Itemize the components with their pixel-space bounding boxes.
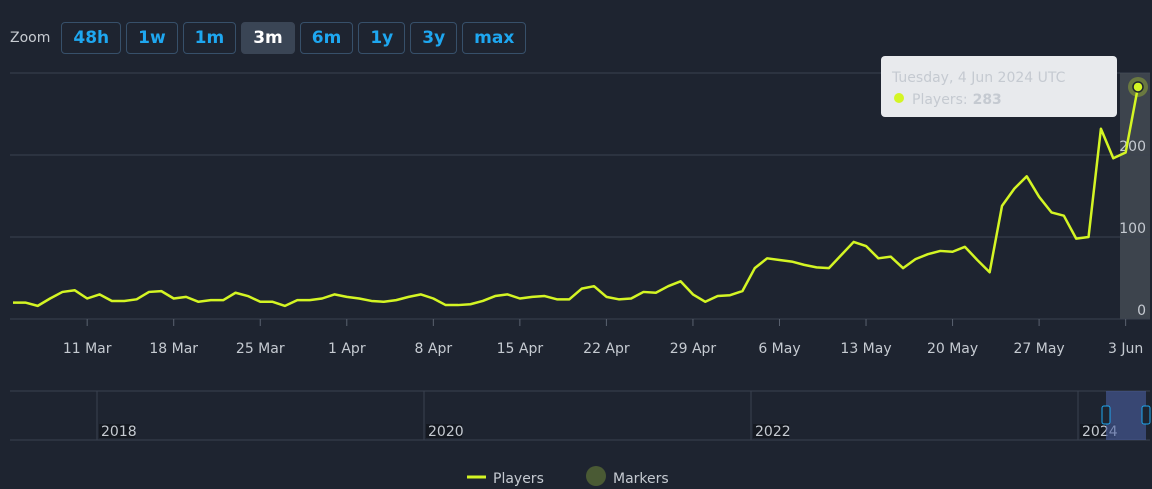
- legend-label: Markers: [613, 471, 669, 487]
- x-tick-label: 11 Mar: [63, 341, 112, 357]
- zoom-button[interactable]: 1y: [358, 22, 406, 54]
- zoom-button[interactable]: 1w: [126, 22, 178, 54]
- navigator-year: 2022: [755, 424, 791, 440]
- zoom-button[interactable]: 3y: [410, 22, 458, 54]
- x-tick-label: 22 Apr: [583, 341, 630, 357]
- zoom-button[interactable]: 3m: [241, 22, 295, 54]
- x-tick-label: 13 May: [840, 341, 891, 357]
- navigator-year-bg: [99, 424, 135, 438]
- x-tick-label: 18 Mar: [149, 341, 198, 357]
- legend-label: Players: [493, 471, 544, 487]
- navigator-year-bg: [753, 424, 789, 438]
- y-tick-label: 0: [1137, 303, 1146, 319]
- x-tick-label: 1 Apr: [328, 341, 366, 357]
- hover-point: [1132, 81, 1144, 93]
- x-tick-label: 3 Jun: [1108, 341, 1143, 357]
- navigator-year: 2018: [101, 424, 137, 440]
- zoom-button[interactable]: max: [462, 22, 527, 54]
- navigator-year-bg: [426, 424, 462, 438]
- zoom-button[interactable]: 6m: [299, 22, 354, 54]
- navigator-window: [1106, 391, 1146, 440]
- series-line: [13, 86, 1140, 308]
- legend-swatch: [586, 466, 606, 486]
- zoom-button[interactable]: 1m: [182, 22, 237, 54]
- x-tick-label: 15 Apr: [497, 341, 544, 357]
- x-tick-label: 20 May: [927, 341, 978, 357]
- tooltip-box: [881, 56, 1117, 117]
- tooltip-line: Players: 283: [912, 92, 1002, 108]
- x-tick-label: 25 Mar: [236, 341, 285, 357]
- x-tick-label: 29 Apr: [670, 341, 717, 357]
- zoom-button[interactable]: 48h: [61, 22, 122, 54]
- x-tick-label: 27 May: [1013, 341, 1064, 357]
- navigator-year: 2020: [428, 424, 464, 440]
- tooltip-value: 283: [973, 92, 1002, 108]
- zoom-label: Zoom: [10, 30, 51, 46]
- navigator-handle[interactable]: [1101, 405, 1111, 425]
- hover-band: [1120, 73, 1150, 319]
- tooltip-dot: [894, 93, 904, 103]
- tooltip-date: Tuesday, 4 Jun 2024 UTC: [891, 70, 1066, 86]
- zoom-bar: Zoom 48h 1w 1m 3m 6m 1y 3y max: [10, 22, 527, 54]
- x-tick-label: 8 Apr: [415, 341, 453, 357]
- y-tick-label: 100: [1119, 221, 1146, 237]
- tooltip-label: Players:: [912, 92, 968, 108]
- navigator-handle[interactable]: [1141, 405, 1151, 425]
- x-tick-label: 6 May: [758, 341, 800, 357]
